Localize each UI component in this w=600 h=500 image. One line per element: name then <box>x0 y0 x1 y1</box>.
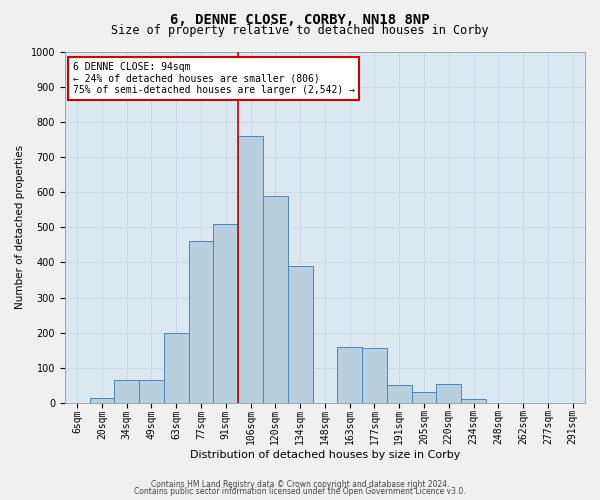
Bar <box>263 196 288 403</box>
Bar <box>412 392 436 403</box>
Bar <box>164 332 188 403</box>
Bar <box>337 346 362 403</box>
Bar <box>387 386 412 403</box>
Text: Size of property relative to detached houses in Corby: Size of property relative to detached ho… <box>111 24 489 37</box>
Bar <box>89 398 115 403</box>
Bar <box>214 224 238 403</box>
Bar <box>115 380 139 403</box>
X-axis label: Distribution of detached houses by size in Corby: Distribution of detached houses by size … <box>190 450 460 460</box>
Text: Contains public sector information licensed under the Open Government Licence v3: Contains public sector information licen… <box>134 487 466 496</box>
Bar <box>362 348 387 403</box>
Bar <box>288 266 313 403</box>
Text: Contains HM Land Registry data © Crown copyright and database right 2024.: Contains HM Land Registry data © Crown c… <box>151 480 449 489</box>
Y-axis label: Number of detached properties: Number of detached properties <box>15 145 25 310</box>
Bar <box>238 136 263 403</box>
Bar <box>436 384 461 403</box>
Text: 6 DENNE CLOSE: 94sqm
← 24% of detached houses are smaller (806)
75% of semi-deta: 6 DENNE CLOSE: 94sqm ← 24% of detached h… <box>73 62 355 95</box>
Bar <box>188 242 214 403</box>
Bar <box>461 400 486 403</box>
Bar <box>139 380 164 403</box>
Text: 6, DENNE CLOSE, CORBY, NN18 8NP: 6, DENNE CLOSE, CORBY, NN18 8NP <box>170 12 430 26</box>
